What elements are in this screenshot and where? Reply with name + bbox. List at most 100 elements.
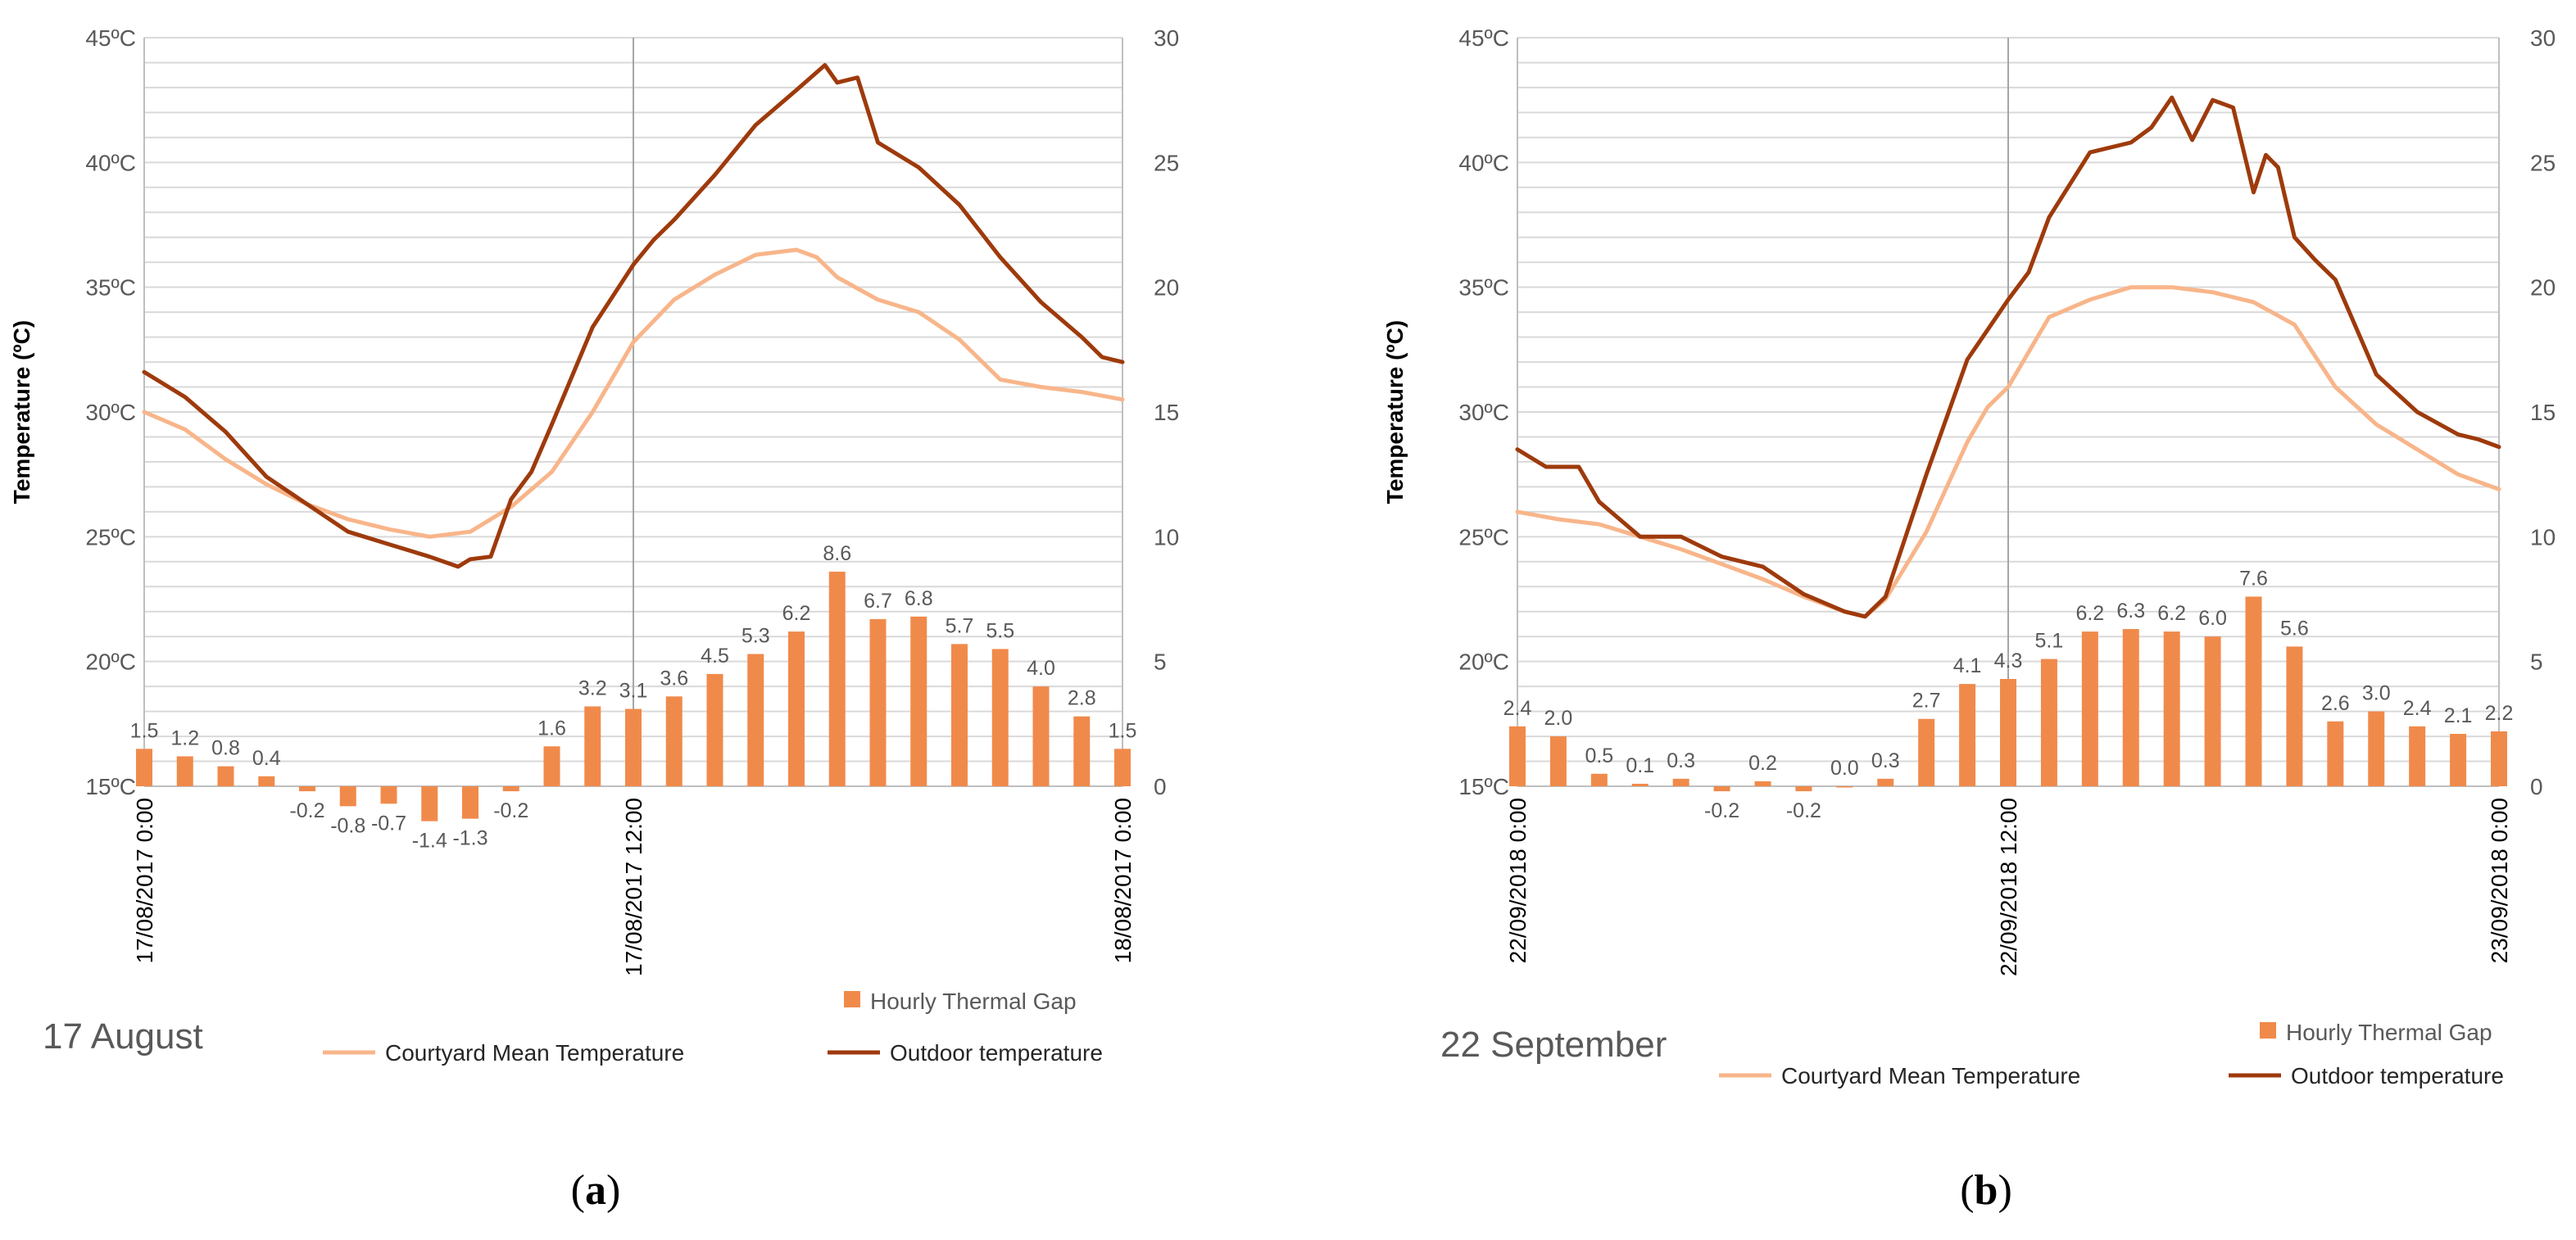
thermal-gap-bar [991, 649, 1009, 786]
chart-panel-a: 15ºC 20ºC 25ºC 30ºC 35ºC 40ºC 45ºC 0 5 10 15 20 25 30… [9, 25, 1179, 1214]
legend-bars-label: Hourly Thermal Gap [2286, 1020, 2492, 1045]
bar-data-label: 1.5 [1109, 719, 1137, 742]
y-axis-title: Temperature (ºC) [1382, 320, 1408, 504]
y-left-tick-label: 25ºC [1458, 524, 1509, 550]
panel-label-paren: ( [1960, 1167, 1974, 1214]
legend-courtyard-label: Courtyard Mean Temperature [385, 1040, 684, 1066]
y-left-tick-label: 40ºC [85, 150, 136, 175]
panel-caption: 22 September [1440, 1025, 1667, 1065]
bar-data-label: 2.1 [2444, 704, 2473, 727]
outdoor-temperature-line [142, 63, 1125, 569]
bar-data-label: 0.0 [1830, 757, 1859, 780]
y-right-tick-label: 5 [2530, 649, 2543, 675]
y-right-tick-label: 20 [1154, 275, 1179, 301]
thermal-gap-bar [2122, 629, 2139, 786]
bar-data-label: 3.1 [619, 680, 648, 703]
thermal-gap-bar [2286, 646, 2303, 786]
bar-data-label: 0.8 [211, 737, 240, 760]
thermal-gap-bar [2081, 631, 2098, 786]
chart-panel-b: 15ºC 20ºC 25ºC 30ºC 35ºC 40ºC 45ºC 0 5 10 15 20 25 30… [1382, 25, 2556, 1214]
panel-label-paren: ( [571, 1167, 585, 1214]
thermal-gap-bar [1509, 726, 1526, 786]
y-left-tick-label: 40ºC [1458, 150, 1509, 175]
thermal-gap-bar [2204, 636, 2221, 786]
thermal-gap-bar [2491, 731, 2507, 786]
bar-data-label: -1.3 [452, 827, 488, 850]
y-right-tick-label: 30 [2530, 25, 2556, 51]
y-axis-title: Temperature (ºC) [9, 320, 34, 504]
thermal-gap-bar [502, 786, 519, 792]
thermal-gap-bar [1631, 783, 1649, 786]
x-tick-label: 22/09/2018 0:00 [1505, 798, 1531, 963]
bar-data-label: 2.7 [1912, 690, 1941, 713]
bar-data-label: -0.8 [330, 814, 365, 837]
y-right-tick-label: 10 [2530, 524, 2556, 550]
bar-data-label: -0.2 [289, 799, 324, 822]
bar-data-label: 2.4 [2403, 697, 2432, 720]
bar-data-label: 4.3 [1994, 649, 2023, 672]
thermal-gap-bar [1032, 686, 1050, 786]
y-left-tick-label: 45ºC [1458, 25, 1509, 51]
y-left-tick-label: 20ºC [85, 649, 136, 675]
x-tick-label: 22/09/2018 12:00 [1996, 798, 2021, 976]
thermal-gap-bar [2040, 658, 2057, 786]
thermal-gap-bar [828, 571, 846, 786]
thermal-gap-bar [788, 631, 805, 786]
thermal-gap-bar [747, 654, 764, 786]
y-left-tick-label: 30ºC [85, 400, 136, 425]
thermal-gap-bar [584, 706, 601, 786]
thermal-gap-bar [1549, 736, 1567, 786]
y-right-tick-label: 30 [1154, 25, 1179, 51]
y-right-tick-label: 15 [2530, 400, 2556, 425]
thermal-gap-bar [1713, 786, 1730, 792]
thermal-gap-bar [706, 673, 723, 786]
bar-data-label: 8.6 [823, 542, 851, 565]
bar-data-label: -0.2 [493, 799, 528, 822]
y-left-tick-label: 35ºC [85, 275, 136, 301]
bar-data-label: -0.2 [1704, 799, 1739, 822]
thermal-gap-bar [951, 644, 968, 786]
panel-label-letter: a [585, 1167, 606, 1214]
panel-label-paren: ) [606, 1167, 620, 1214]
thermal-gap-bar [136, 749, 152, 786]
bar-data-label: 0.5 [1585, 744, 1613, 767]
thermal-gap-bar [217, 766, 234, 786]
bar-data-label: 2.6 [2321, 692, 2350, 715]
bar-data-label: 3.2 [578, 677, 607, 700]
panel-caption: 17 August [43, 1016, 203, 1057]
thermal-gap-bar [462, 786, 478, 819]
thermal-gap-bar [2000, 678, 2016, 786]
bar-data-label: 3.0 [2362, 682, 2391, 705]
y-right-tick-label: 20 [2530, 275, 2556, 301]
thermal-gap-bar [2245, 596, 2262, 786]
panel-label: (b) [1960, 1167, 2012, 1214]
bar-data-label: 5.6 [2280, 617, 2309, 640]
bar-data-label: -0.7 [371, 812, 406, 835]
panel-label-paren: ) [1998, 1167, 2011, 1214]
legend-bars-label: Hourly Thermal Gap [870, 989, 1077, 1014]
y-left-tick-label: 15ºC [1458, 774, 1509, 799]
y-left-tick-label: 25ºC [85, 524, 136, 550]
y-right-tick-label: 0 [1154, 774, 1167, 799]
bar-data-label: 7.6 [2239, 567, 2268, 590]
thermal-gap-bar [421, 786, 438, 821]
y-right-tick-label: 0 [2530, 774, 2543, 799]
bar-data-label: 6.2 [2075, 602, 2104, 625]
thermal-gap-bar [1918, 718, 1935, 786]
bar-data-label: 2.0 [1544, 707, 1573, 730]
thermal-gap-bar [1877, 778, 1894, 786]
thermal-gap-bar [910, 616, 927, 786]
thermal-gap-bar [1754, 781, 1771, 786]
thermal-gap-bar [2327, 721, 2344, 786]
y-left-tick-label: 20ºC [1458, 649, 1509, 675]
bar-data-label: 6.3 [2116, 600, 2145, 622]
bar-data-label: 0.2 [1748, 752, 1777, 775]
bar-data-label: 4.5 [701, 645, 729, 668]
thermal-gap-bar [2409, 726, 2426, 786]
bar-data-label: 0.1 [1626, 754, 1654, 777]
y-left-tick-label: 15ºC [85, 774, 136, 799]
thermal-gap-bar [2450, 734, 2467, 786]
bar-data-label: 3.6 [660, 667, 688, 690]
thermal-gap-bar [543, 746, 560, 786]
